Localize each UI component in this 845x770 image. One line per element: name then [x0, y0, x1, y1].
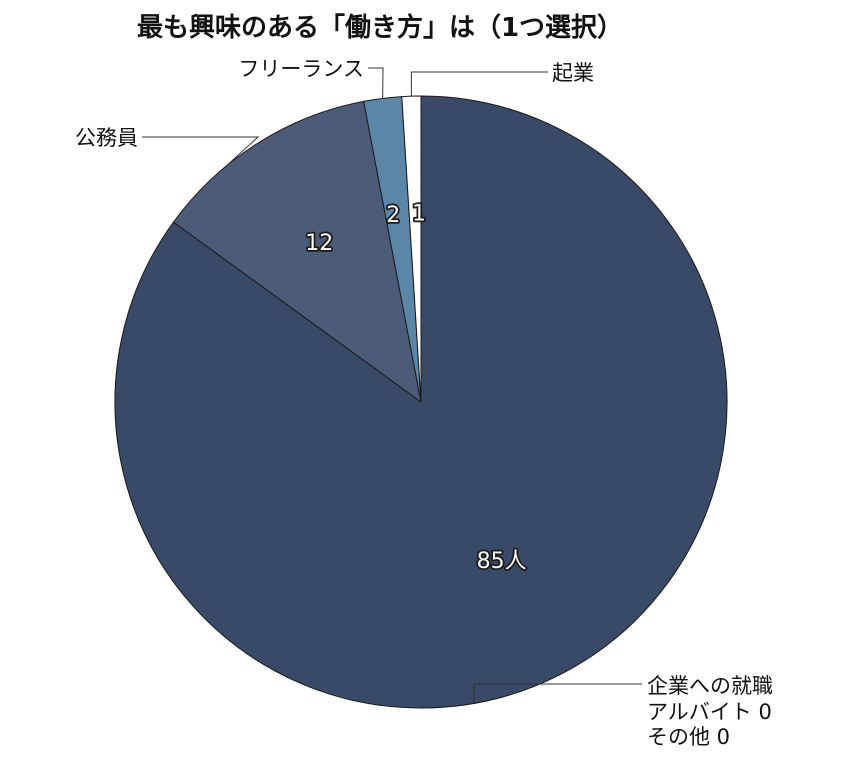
category-label-0: 企業への就職 — [647, 674, 773, 698]
pie-slice-1 — [172, 100, 422, 404]
value-label-3: 1 — [412, 201, 426, 226]
leader-lines — [142, 67, 642, 704]
leader-line-0 — [473, 683, 642, 704]
value-label-2: 2 — [386, 203, 400, 228]
leader-line-3 — [410, 71, 548, 97]
category-label-5: その他 0 — [647, 725, 730, 749]
category-label-3: 起業 — [552, 61, 594, 85]
value-label-0: 85人 — [477, 549, 527, 574]
leader-line-1 — [142, 136, 260, 166]
slices — [114, 95, 728, 709]
value-label-1: 12 — [305, 231, 333, 256]
chart-title: 最も興味のある「働き方」は（1つ選択） — [137, 12, 623, 43]
category-label-4: アルバイト 0 — [647, 700, 772, 724]
category-label-2: フリーランス — [238, 57, 364, 81]
category-label-1: 公務員 — [75, 126, 138, 150]
leader-line-2 — [368, 67, 384, 99]
